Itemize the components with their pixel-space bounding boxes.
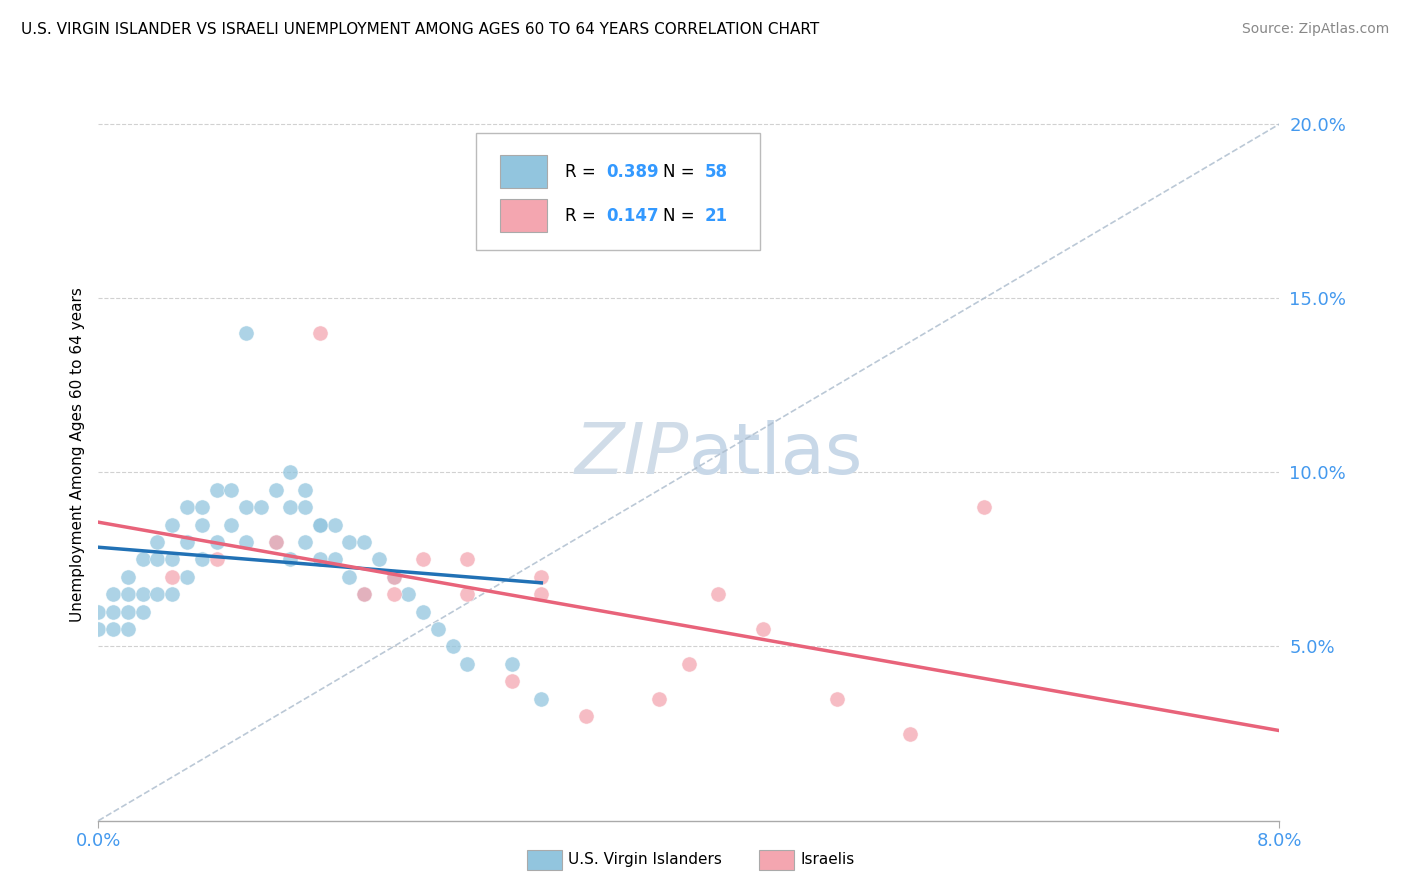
Point [117,605,139,619]
Text: Source: ZipAtlas.com: Source: ZipAtlas.com [1241,22,1389,37]
Text: N =: N = [664,163,700,181]
Point [900,726,922,740]
Point [382,587,405,601]
FancyBboxPatch shape [501,199,547,232]
Point [264,483,287,497]
Point [382,570,405,584]
Point [132,587,155,601]
Point [678,657,700,671]
Point [353,587,375,601]
Text: ZIP: ZIP [575,420,689,490]
Point [280,552,302,566]
Text: R =: R = [565,163,600,181]
Point [353,535,375,549]
Point [235,500,257,515]
Point [309,517,332,532]
Point [323,552,346,566]
Point [280,500,302,515]
Text: N =: N = [664,207,700,225]
Point [103,605,125,619]
Point [162,517,183,532]
Point [205,483,228,497]
Point [309,552,332,566]
Point [398,587,420,601]
Point [353,587,375,601]
Point [412,552,434,566]
Point [162,552,183,566]
Point [707,587,730,601]
Point [176,570,198,584]
Point [250,500,273,515]
Point [441,640,464,654]
Point [264,535,287,549]
Point [87,605,110,619]
Point [648,691,671,706]
Point [339,570,361,584]
Point [235,535,257,549]
Point [221,517,243,532]
Point [132,552,155,566]
Point [294,483,316,497]
Point [457,552,479,566]
Point [103,622,125,636]
Point [146,552,169,566]
Point [752,622,775,636]
Point [530,587,553,601]
Point [235,326,257,340]
Point [501,674,523,689]
Y-axis label: Unemployment Among Ages 60 to 64 years: Unemployment Among Ages 60 to 64 years [69,287,84,623]
Point [221,483,243,497]
Text: 0.389: 0.389 [606,163,659,181]
Point [309,326,332,340]
Point [973,500,995,515]
Text: 58: 58 [704,163,727,181]
Point [146,587,169,601]
Point [205,552,228,566]
Point [368,552,391,566]
Point [162,587,183,601]
Point [176,535,198,549]
Point [575,709,598,723]
Point [162,570,183,584]
Point [87,622,110,636]
Point [501,657,523,671]
FancyBboxPatch shape [501,155,547,188]
Point [382,570,405,584]
Point [412,605,434,619]
Point [191,552,214,566]
Point [205,535,228,549]
Text: Israelis: Israelis [800,853,855,867]
Point [457,657,479,671]
Point [294,535,316,549]
Point [339,535,361,549]
Point [146,535,169,549]
Point [264,535,287,549]
Point [117,587,139,601]
Point [457,587,479,601]
FancyBboxPatch shape [477,133,759,250]
Point [530,570,553,584]
Point [132,605,155,619]
Point [117,622,139,636]
Point [117,570,139,584]
Point [825,691,848,706]
Text: R =: R = [565,207,600,225]
Point [294,500,316,515]
Text: 0.147: 0.147 [606,207,659,225]
Point [280,466,302,480]
Text: atlas: atlas [689,420,863,490]
Text: U.S. VIRGIN ISLANDER VS ISRAELI UNEMPLOYMENT AMONG AGES 60 TO 64 YEARS CORRELATI: U.S. VIRGIN ISLANDER VS ISRAELI UNEMPLOY… [21,22,820,37]
Point [427,622,450,636]
Point [191,517,214,532]
Point [191,500,214,515]
Point [176,500,198,515]
Text: U.S. Virgin Islanders: U.S. Virgin Islanders [568,853,721,867]
Point [309,517,332,532]
Point [103,587,125,601]
Point [323,517,346,532]
Point [530,691,553,706]
Text: 21: 21 [704,207,727,225]
